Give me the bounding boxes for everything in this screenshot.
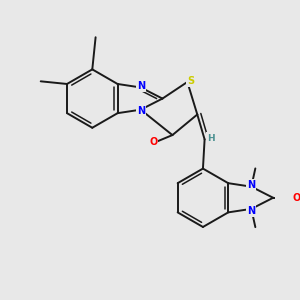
Text: O: O <box>293 193 300 203</box>
Text: N: N <box>136 106 145 116</box>
Text: N: N <box>247 206 255 216</box>
Text: N: N <box>247 180 255 190</box>
Text: S: S <box>187 76 194 86</box>
Text: H: H <box>207 134 214 142</box>
Text: O: O <box>149 137 157 147</box>
Text: N: N <box>136 81 145 91</box>
